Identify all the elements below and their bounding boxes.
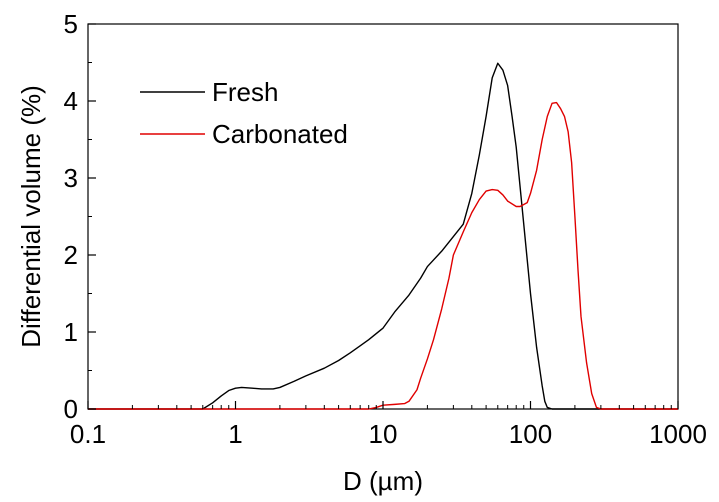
legend: Fresh Carbonated bbox=[140, 77, 348, 149]
plot-area: 0.1 1 10 100 1000 0 1 2 3 4 5 bbox=[64, 9, 707, 449]
series-line-fresh bbox=[88, 62, 678, 410]
x-tick-label: 0.1 bbox=[70, 419, 106, 449]
x-tick-label: 10 bbox=[369, 419, 398, 449]
x-axis-ticks: 0.1 1 10 100 1000 bbox=[70, 401, 707, 449]
y-tick-label: 1 bbox=[64, 317, 78, 347]
legend-label-carbonated: Carbonated bbox=[212, 119, 348, 149]
y-tick-label: 4 bbox=[64, 86, 78, 116]
series-line-carbonated bbox=[88, 101, 678, 410]
y-axis-ticks: 0 1 2 3 4 5 bbox=[64, 9, 96, 424]
y-tick-label: 0 bbox=[64, 394, 78, 424]
legend-label-fresh: Fresh bbox=[212, 77, 278, 107]
x-tick-label: 100 bbox=[509, 419, 552, 449]
x-tick-label: 1 bbox=[228, 419, 242, 449]
x-axis-label: D (µm) bbox=[343, 466, 423, 496]
y-axis-label: Differential volume (%) bbox=[16, 85, 46, 348]
plot-frame bbox=[87, 23, 679, 410]
series-layer bbox=[88, 62, 678, 410]
y-tick-label: 2 bbox=[64, 240, 78, 270]
x-tick-label: 1000 bbox=[649, 419, 707, 449]
y-tick-label: 3 bbox=[64, 163, 78, 193]
y-tick-label: 5 bbox=[64, 9, 78, 39]
